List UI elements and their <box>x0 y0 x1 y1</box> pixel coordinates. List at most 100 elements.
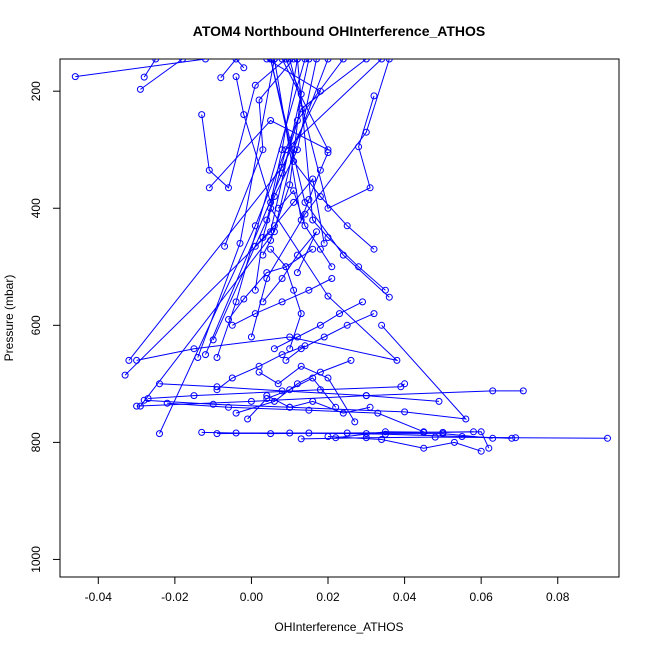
series-line <box>216 59 306 358</box>
series-line <box>270 248 302 349</box>
profile-series <box>274 187 336 271</box>
data-point <box>385 59 393 63</box>
data-point <box>324 374 332 382</box>
data-point <box>320 333 328 341</box>
data-point <box>435 397 443 405</box>
data-point <box>450 438 458 446</box>
data-point <box>431 433 439 441</box>
profile-series <box>259 59 305 259</box>
series-line <box>262 231 317 303</box>
profile-series <box>251 175 328 250</box>
data-point <box>267 117 275 124</box>
data-point <box>255 96 263 104</box>
data-point <box>316 245 324 253</box>
data-point <box>297 345 305 353</box>
data-point <box>362 392 370 400</box>
series-line <box>140 59 183 90</box>
series-line <box>235 359 352 414</box>
x-tick-label: 0.04 <box>393 590 417 604</box>
data-point <box>263 59 271 63</box>
data-point <box>251 242 259 250</box>
profile-series <box>332 428 493 452</box>
data-point <box>362 434 370 442</box>
profile-series <box>121 59 313 379</box>
data-point <box>209 336 217 344</box>
data-point <box>328 263 336 271</box>
series-line <box>124 59 310 376</box>
data-point <box>202 59 209 63</box>
x-tick-label: 0.06 <box>469 590 493 604</box>
data-point <box>205 184 213 192</box>
series-line <box>159 59 344 434</box>
series-layer <box>71 59 611 455</box>
series-line <box>247 377 337 420</box>
series-line <box>296 59 386 291</box>
data-point <box>370 310 378 318</box>
series-line <box>327 436 482 452</box>
data-point <box>324 59 332 63</box>
data-point <box>232 298 240 306</box>
data-point <box>213 386 221 394</box>
series-line <box>216 345 306 391</box>
data-point <box>270 345 278 353</box>
x-tick-label: 0.08 <box>546 590 570 604</box>
profile-series <box>270 298 366 353</box>
data-point <box>604 434 611 442</box>
data-point <box>267 245 275 253</box>
data-point <box>232 429 240 437</box>
data-point <box>179 59 186 63</box>
data-point <box>370 245 378 253</box>
data-point <box>163 399 171 407</box>
series-line <box>289 59 375 210</box>
data-point <box>232 73 240 81</box>
data-point <box>420 444 428 452</box>
data-point <box>355 143 363 151</box>
data-point <box>286 333 294 341</box>
profile-series <box>263 392 374 417</box>
data-point <box>251 286 259 294</box>
data-point <box>198 111 206 119</box>
data-point <box>293 251 301 259</box>
data-point <box>301 59 309 63</box>
data-point <box>213 354 221 361</box>
series-line <box>197 59 275 358</box>
data-point <box>313 228 320 236</box>
data-point <box>290 286 298 294</box>
data-point <box>393 356 401 364</box>
profile-series <box>244 374 340 423</box>
data-point <box>343 222 351 230</box>
data-point <box>343 321 351 329</box>
data-point <box>259 234 267 241</box>
data-point <box>401 380 409 388</box>
data-point <box>293 333 301 341</box>
profile-series <box>213 342 309 394</box>
data-point <box>366 403 374 411</box>
data-point <box>324 433 332 440</box>
series-line <box>266 395 371 414</box>
data-point <box>221 242 229 250</box>
data-point <box>228 374 236 382</box>
data-point <box>293 59 301 63</box>
data-point <box>140 73 148 81</box>
data-point <box>512 434 520 442</box>
data-point <box>293 269 301 277</box>
series-line <box>143 59 157 78</box>
data-point <box>274 204 282 212</box>
data-point <box>251 222 259 230</box>
data-point <box>278 146 286 154</box>
series-line <box>228 248 313 320</box>
data-point <box>240 295 248 303</box>
data-point <box>190 392 198 400</box>
series-line <box>277 189 333 268</box>
y-tick-label: 600 <box>29 315 43 335</box>
data-point <box>209 400 217 408</box>
data-point <box>152 59 160 63</box>
data-point <box>71 73 79 81</box>
data-point <box>378 436 386 443</box>
y-tick-label: 1000 <box>29 546 43 573</box>
data-point <box>362 59 370 63</box>
data-point <box>140 396 148 404</box>
data-point <box>305 59 313 63</box>
data-point <box>251 81 259 89</box>
data-point <box>286 386 294 394</box>
